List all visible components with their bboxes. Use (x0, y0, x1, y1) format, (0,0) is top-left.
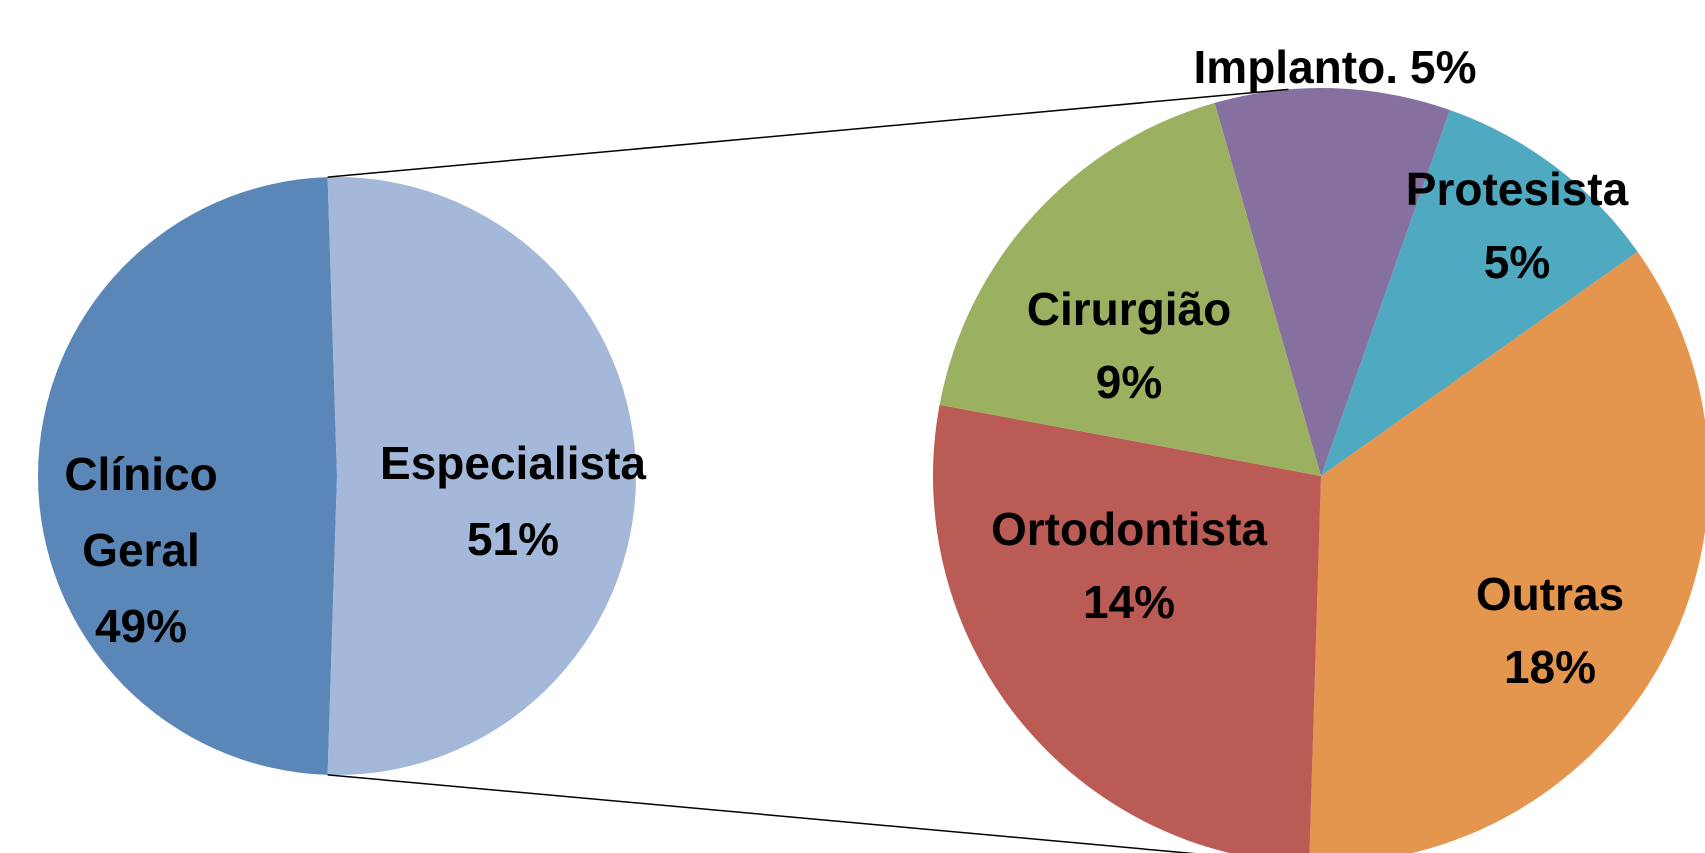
slice-label: Clínico Geral (64, 448, 217, 576)
slice-label: Outras (1476, 568, 1624, 620)
slice-value-label: 18% (1504, 641, 1596, 693)
slice-label: Especialista (380, 437, 646, 489)
slice-value-label: 51% (467, 513, 559, 565)
label-line: Geral (82, 524, 200, 576)
slice-label: Cirurgião (1027, 283, 1231, 335)
connector-line (327, 88, 1289, 178)
connector-line (327, 774, 1196, 853)
slice-label: Ortodontista (991, 503, 1267, 555)
slice-value-label: 14% (1083, 576, 1175, 628)
slice-value-label: 49% (95, 600, 187, 652)
slice-value-label: 5% (1410, 41, 1476, 93)
pie-slice (939, 102, 1321, 477)
slice-label: Protesista (1406, 163, 1629, 215)
label-line: Clínico (64, 448, 217, 500)
pie-slice (1309, 251, 1705, 853)
pie-slice (37, 177, 337, 775)
pie-slice (1214, 88, 1450, 476)
slice-name: Implanto. (1194, 41, 1398, 93)
pie-slice (933, 404, 1321, 853)
pie-slice (1321, 110, 1638, 476)
slice-value-label: 5% (1484, 236, 1550, 288)
slice-value-label: 9% (1096, 356, 1162, 408)
pie-slice (327, 177, 636, 775)
slice-label: Implanto. 5% (1194, 41, 1477, 93)
